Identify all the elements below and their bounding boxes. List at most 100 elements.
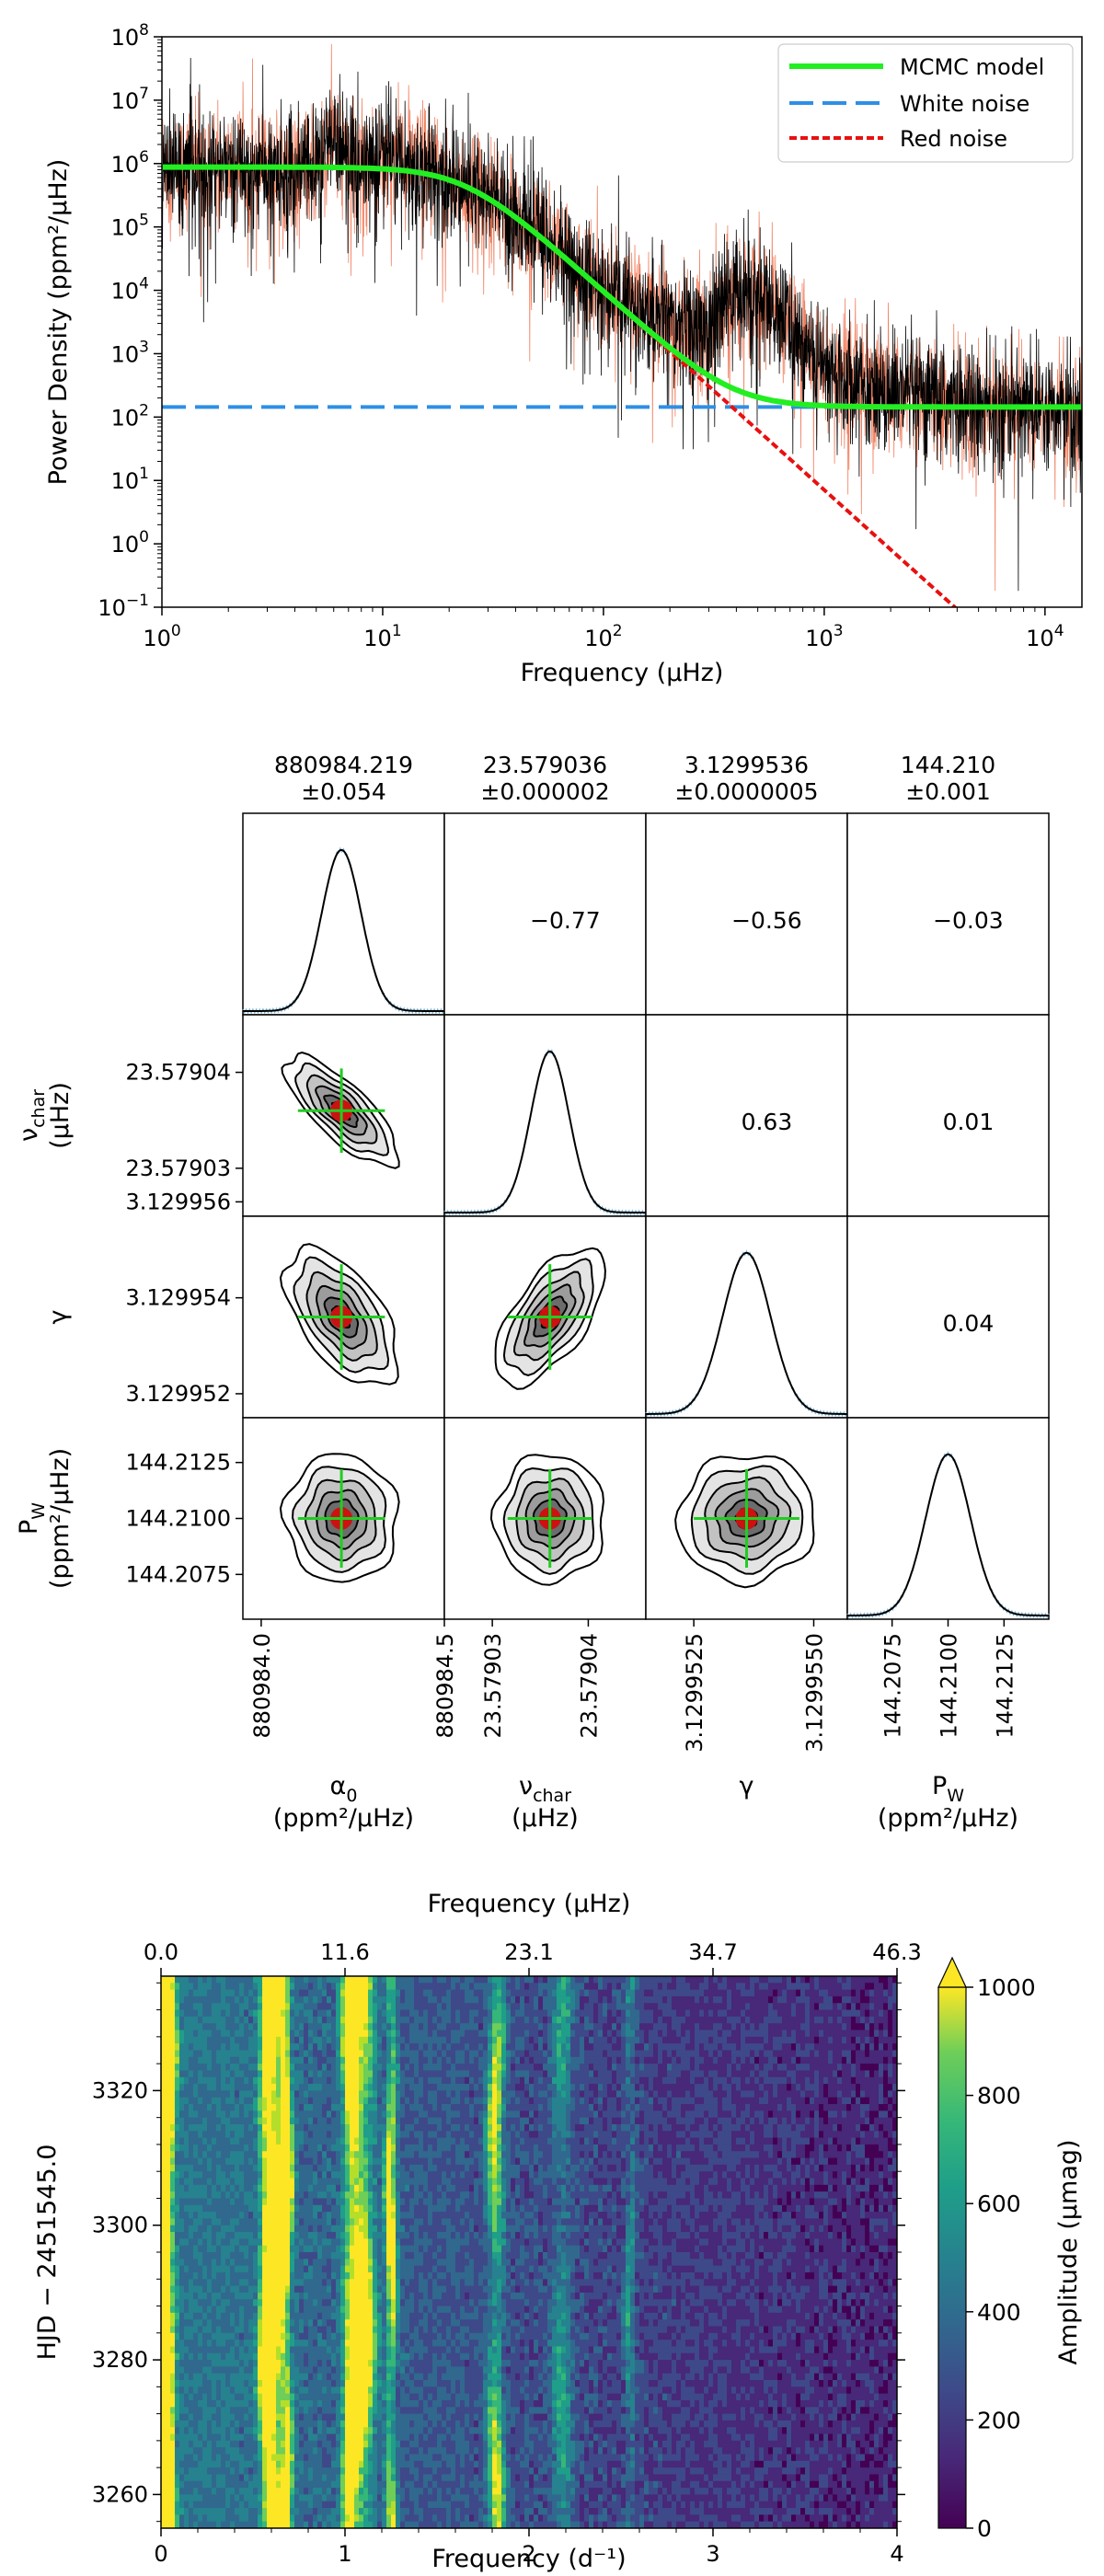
heatmap-pixel [262,2137,268,2145]
heatmap-pixel [547,2036,553,2044]
heatmap-pixel [589,2084,594,2091]
heatmap-pixel [589,2056,594,2064]
heatmap-pixel [685,2016,691,2024]
heatmap-pixel [184,2064,190,2072]
heatmap-pixel [750,2043,755,2052]
heatmap-pixel [212,2056,217,2064]
heatmap-pixel [501,2164,507,2172]
corner-cell-frame [443,1014,647,1217]
heatmap-pixel [575,2030,581,2038]
heatmap-pixel [271,2090,277,2099]
heatmap-pixel [695,2137,700,2145]
heatmap-pixel [851,2076,857,2085]
heatmap-pixel [764,2104,769,2111]
heatmap-pixel [391,2090,397,2099]
heatmap-pixel [589,2097,594,2105]
heatmap-pixel [662,2016,668,2024]
heatmap-pixel [676,2016,682,2024]
heatmap-pixel [386,2131,392,2139]
heatmap-pixel [451,2110,456,2119]
corner-cell-3-3 [846,1417,1050,1620]
heatmap-pixel [262,2084,268,2091]
heatmap-pixel [446,2104,452,2111]
heatmap-pixel [667,2023,673,2031]
heatmap-pixel [708,2097,714,2105]
heatmap-pixel [396,2056,401,2064]
heatmap-pixel [373,2030,378,2038]
heatmap-pixel [653,2050,659,2058]
heatmap-pixel [805,2110,811,2119]
heatmap-pixel [419,1989,424,1997]
heatmap-pixel [759,2036,765,2044]
heatmap-pixel [469,1976,475,1984]
heatmap-pixel [359,2016,364,2024]
heatmap-pixel [759,2070,765,2078]
heatmap-pixel [828,1995,834,2004]
heatmap-pixel [336,1995,341,2004]
heatmap-pixel [805,2131,811,2139]
heatmap-pixel [184,1983,190,1991]
heatmap-pixel [308,2016,314,2024]
heatmap-pixel [727,2003,732,2011]
heatmap-pixel [267,2016,272,2024]
heatmap-pixel [851,2070,857,2078]
heatmap-pixel [524,2009,530,2018]
heatmap-pixel [520,2164,525,2172]
heatmap-pixel [635,2144,640,2152]
heatmap-pixel [161,2110,167,2119]
heatmap-pixel [566,1983,571,1991]
heatmap-pixel [649,2050,654,2058]
heatmap-pixel [860,2104,866,2111]
heatmap-pixel [823,2157,829,2166]
heatmap-pixel [805,2157,811,2166]
heatmap-pixel [520,2056,525,2064]
heatmap-pixel [465,1995,470,2004]
heatmap-pixel [833,2117,838,2125]
heatmap-pixel [823,2036,829,2044]
heatmap-pixel [851,1983,857,1991]
heatmap-pixel [253,1983,259,1991]
heatmap-pixel [865,1989,870,1997]
heatmap-pixel [331,2117,337,2125]
heatmap-pixel [515,2137,521,2145]
heatmap-pixel [198,2110,203,2119]
heatmap-pixel [681,2030,686,2038]
heatmap-pixel [193,2084,199,2091]
heatmap-pixel [258,2171,263,2179]
heatmap-pixel [179,2003,185,2011]
corner-cell-3-2 [645,1417,848,1620]
heatmap-pixel [354,1983,360,1991]
heatmap-pixel [359,2043,364,2052]
heatmap-pixel [814,2164,820,2172]
heatmap-pixel [350,2084,355,2091]
heatmap-pixel [258,2043,263,2052]
heatmap-pixel [805,2123,811,2132]
heatmap-pixel [764,1989,769,1997]
heatmap-pixel [782,2157,788,2166]
heatmap-pixel [239,2123,245,2132]
heatmap-pixel [823,2070,829,2078]
heatmap-pixel [299,2030,305,2038]
heatmap-pixel [695,1983,700,1991]
heatmap-pixel [561,2137,567,2145]
heatmap-pixel [216,2123,222,2132]
heatmap-pixel [773,2036,778,2044]
heatmap-pixel [276,2164,282,2172]
heatmap-pixel [469,2043,475,2052]
heatmap-pixel [193,2009,199,2018]
heatmap-pixel [727,2050,732,2058]
heatmap-pixel [552,2151,558,2159]
heatmap-pixel [616,2036,622,2044]
heatmap-pixel [538,2064,544,2072]
heatmap-pixel [589,2043,594,2052]
heatmap-pixel [557,1989,562,1997]
heatmap-pixel [754,2157,760,2166]
heatmap-pixel [497,2084,502,2091]
heatmap-pixel [892,2157,897,2166]
heatmap-pixel [294,2064,300,2072]
heatmap-pixel [193,2003,199,2011]
heatmap-pixel [658,2097,663,2105]
heatmap-pixel [768,2043,774,2052]
heatmap-pixel [566,2050,571,2058]
heatmap-pixel [699,2016,705,2024]
